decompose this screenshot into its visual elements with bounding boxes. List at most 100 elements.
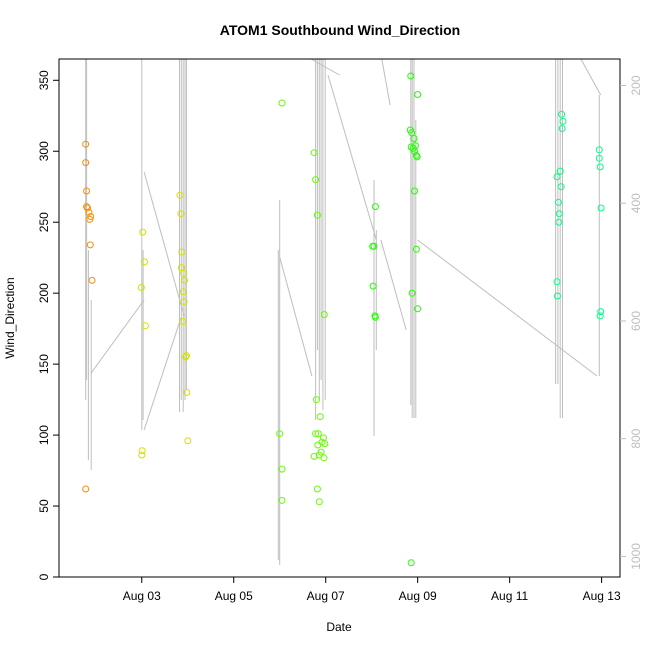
y-tick-label: 0 [37,573,51,580]
data-point [82,485,90,493]
data-point [596,163,604,171]
data-point [86,241,94,249]
data-point [313,485,321,493]
data-point [595,146,603,154]
secondary-y-axis: 200 400 600 800 1000 [620,75,643,570]
data-points-layer [82,72,605,567]
data-point [85,208,93,216]
y-tick-label: 100 [37,425,51,445]
data-point [408,129,416,137]
data-point [310,452,318,460]
gray-trace-line [327,74,377,241]
data-point [314,441,322,449]
data-point [408,289,416,297]
data-point [316,413,324,421]
data-point [310,149,318,157]
data-point [597,204,605,212]
chart-title: ATOM1 Southbound Wind_Direction [220,22,460,38]
x-tick-label: Aug 09 [399,589,437,603]
data-point [82,159,90,167]
data-point [407,72,415,80]
x-tick-label: Aug 11 [491,589,528,603]
data-point [555,218,563,226]
gray-trace-line [380,239,407,331]
data-point [320,311,328,318]
secondary-y-tick-label: 400 [629,193,643,213]
data-point [86,215,94,223]
data-point [371,313,379,321]
data-point [180,298,188,306]
x-tick-label: Aug 07 [307,589,345,603]
gray-trace-line [143,171,185,317]
data-point [313,211,321,219]
data-point [179,288,187,296]
data-point [82,140,90,148]
y-axis-label: Wind_Direction [3,277,17,358]
data-point [553,278,561,286]
data-point [558,125,566,132]
data-point [411,142,419,150]
x-tick-label: Aug 13 [583,589,621,603]
x-tick-label: Aug 03 [123,589,161,603]
data-point [138,447,146,455]
data-point [413,153,421,161]
data-point [553,173,561,181]
data-point [371,203,379,211]
data-point [176,191,184,199]
data-point [407,143,415,151]
data-point [320,454,328,462]
data-point [414,305,422,313]
data-point [412,152,420,159]
data-point [83,203,91,211]
data-point [180,269,188,277]
data-point [557,183,565,191]
data-point [595,154,603,162]
gray-trace-line [580,58,602,96]
gray-trace-line [417,239,598,377]
secondary-y-tick-label: 800 [629,428,643,448]
y-tick-label: 300 [37,141,51,161]
data-point [554,292,561,300]
data-point [369,282,377,290]
data-point [88,276,96,284]
y-tick-label: 350 [37,70,51,90]
y-tick-label: 250 [37,212,51,232]
data-point [181,276,188,284]
data-point [559,117,567,125]
data-point [314,430,322,438]
data-point [312,176,320,184]
gray-trace-layer [85,58,602,565]
data-point [137,284,145,291]
data-point [278,99,286,107]
secondary-y-tick-label: 200 [629,75,643,95]
data-point [183,389,191,396]
data-point [411,187,418,195]
data-point [83,187,91,195]
data-point [184,437,192,445]
data-point [556,167,564,175]
gray-trace-line [90,299,145,374]
gray-trace-line [310,58,340,76]
y-tick-label: 150 [37,354,51,374]
y-tick-label: 200 [37,283,51,303]
data-point [312,430,320,438]
x-axis: Aug 03 Aug 05 Aug 07 Aug 09 Aug 11 Aug 13 [123,577,621,603]
data-point [278,465,286,473]
data-point [182,353,189,361]
data-point [177,264,185,272]
y-tick-label: 50 [37,499,51,513]
data-point [139,228,147,236]
data-point [141,258,148,266]
data-point [597,308,605,316]
data-point [138,451,146,459]
data-point [554,198,562,206]
data-point [596,312,604,320]
data-point [179,318,187,325]
secondary-y-tick-label: 1000 [629,543,643,570]
data-point [141,322,149,330]
plot-frame [58,58,621,578]
x-tick-label: Aug 05 [215,589,253,603]
data-point [278,496,286,504]
